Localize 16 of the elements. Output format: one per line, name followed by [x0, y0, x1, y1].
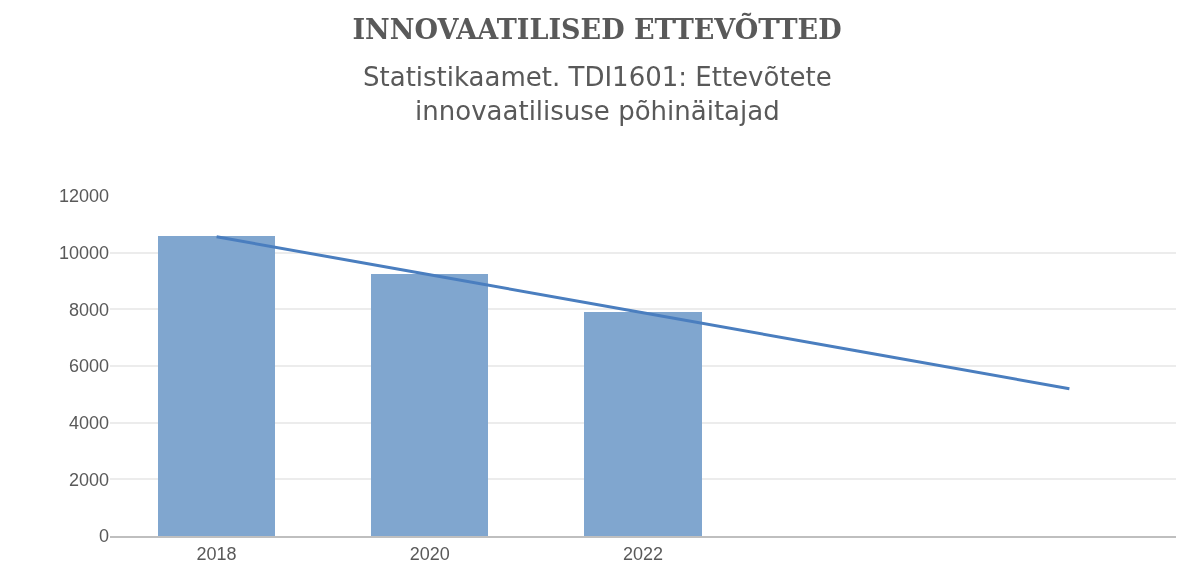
x-tick-label: 2020 — [409, 543, 450, 564]
y-tick-label: 12000 — [58, 186, 109, 207]
y-tick-label: 6000 — [68, 356, 109, 377]
y-tick-label: 0 — [98, 526, 109, 547]
line-series — [215, 235, 1071, 391]
chart-title: INNOVAATILISED ETTEVÕTTED — [352, 12, 842, 46]
chart-subtitle: Statistikaamet. TDI1601: Ettevõtete innovaatilisuse põhinäitajad — [363, 62, 832, 126]
y-tick-label: 2000 — [68, 469, 109, 490]
y-tick-label: 8000 — [68, 299, 109, 320]
x-tick-label: 2022 — [622, 543, 664, 564]
bar — [158, 236, 275, 536]
y-tick-label: 10000 — [58, 242, 109, 263]
x-tick-label: 2018 — [196, 543, 237, 564]
y-tick-label: 4000 — [68, 412, 109, 433]
bar — [371, 274, 488, 536]
bar — [584, 312, 702, 536]
